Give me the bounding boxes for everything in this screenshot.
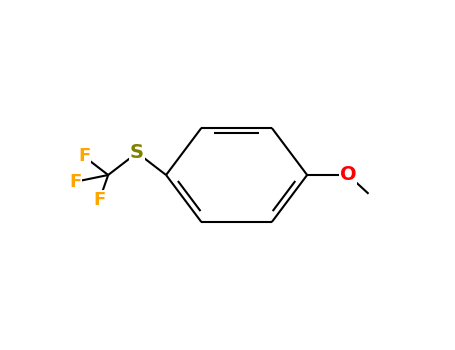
Text: O: O bbox=[340, 166, 356, 184]
Text: F: F bbox=[78, 147, 90, 166]
Text: S: S bbox=[130, 143, 144, 162]
Text: F: F bbox=[69, 173, 81, 191]
Text: F: F bbox=[93, 191, 106, 209]
